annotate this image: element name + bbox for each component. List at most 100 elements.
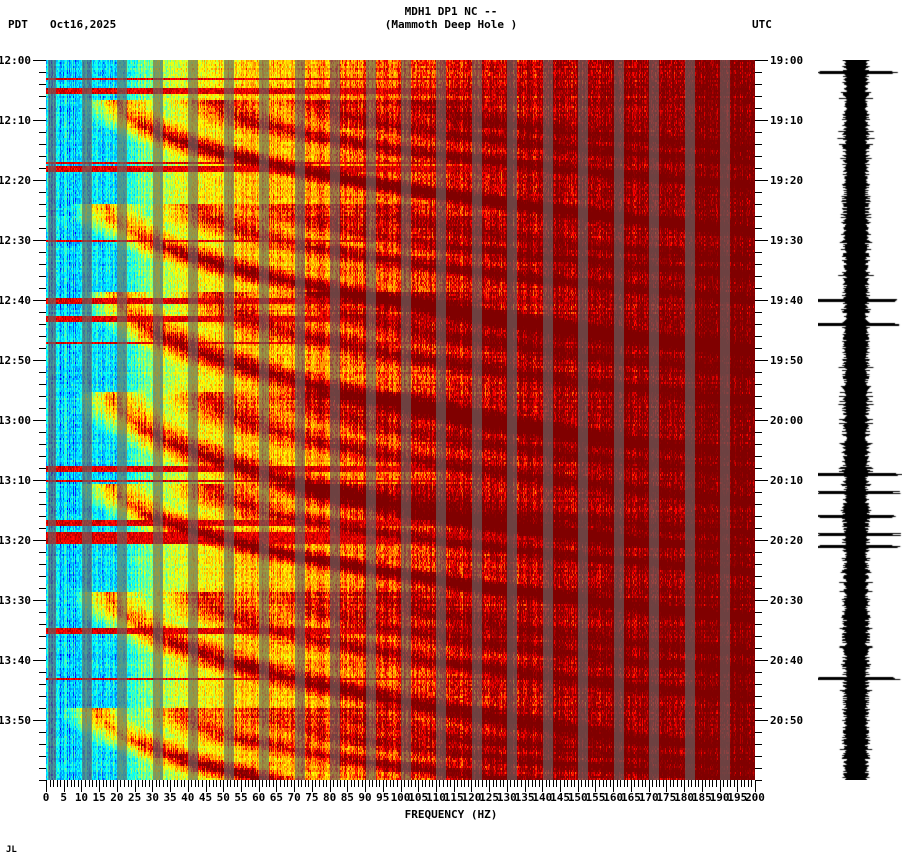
freq-tick-minor	[574, 780, 575, 787]
time-tick-minor	[755, 192, 762, 193]
freq-tick-minor	[230, 780, 231, 787]
time-tick-minor	[39, 672, 46, 673]
freq-tick-minor	[216, 780, 217, 787]
freq-tick-major	[631, 780, 632, 792]
freq-tick-major	[471, 780, 472, 792]
freq-tick-minor	[457, 780, 458, 787]
freq-tick-minor	[592, 780, 593, 787]
freq-tick-major	[702, 780, 703, 792]
freq-tick-label: 30	[145, 791, 159, 804]
freq-tick-major	[365, 780, 366, 792]
freq-tick-minor	[539, 780, 540, 787]
time-tick-minor	[755, 156, 762, 157]
freq-tick-minor	[315, 780, 316, 787]
spectrogram-canvas[interactable]	[46, 60, 755, 780]
time-tick-major	[755, 660, 768, 661]
freq-tick-minor	[564, 780, 565, 787]
freq-tick-minor	[358, 780, 359, 787]
time-label-utc: 19:50	[770, 354, 804, 367]
time-tick-minor	[39, 216, 46, 217]
freq-tick-major	[64, 780, 65, 792]
time-tick-minor	[755, 372, 762, 373]
freq-tick-label: 160	[603, 791, 624, 804]
freq-tick-label: 15	[92, 791, 106, 804]
freq-tick-minor	[248, 780, 249, 787]
time-tick-minor	[755, 624, 762, 625]
freq-tick-label: 145	[550, 791, 570, 804]
time-tick-major	[755, 300, 768, 301]
freq-tick-minor	[425, 780, 426, 787]
time-axis-left: 12:00 12:10 12:20 12:30 12:40 12:50 13:00 13:10…	[0, 54, 46, 781]
time-tick-minor	[39, 624, 46, 625]
freq-tick-minor	[439, 780, 440, 787]
time-tick-minor	[755, 744, 762, 745]
freq-tick-major	[46, 780, 47, 792]
freq-tick-minor	[610, 780, 611, 787]
time-tick-major	[33, 420, 46, 421]
freq-tick-minor	[106, 780, 107, 787]
time-tick-minor	[755, 144, 762, 145]
freq-tick-minor	[110, 780, 111, 787]
time-tick-minor	[39, 204, 46, 205]
freq-tick-minor	[486, 780, 487, 787]
time-tick-minor	[39, 552, 46, 553]
date-label: Oct16,2025	[50, 18, 117, 31]
time-tick-minor	[755, 516, 762, 517]
time-tick-minor	[39, 444, 46, 445]
freq-tick-label: 165	[620, 791, 641, 804]
freq-tick-minor	[96, 780, 97, 787]
time-tick-minor	[39, 132, 46, 133]
time-tick-minor	[755, 636, 762, 637]
time-label-pdt: 12:40	[0, 294, 31, 307]
freq-tick-major	[595, 780, 596, 792]
time-tick-minor	[755, 336, 762, 337]
freq-tick-label: 115	[443, 791, 464, 804]
freq-tick-major	[613, 780, 614, 792]
time-tick-minor	[39, 348, 46, 349]
freq-tick-minor	[517, 780, 518, 787]
freq-tick-minor	[698, 780, 699, 787]
freq-tick-minor	[695, 780, 696, 787]
time-label-pdt: 13:30	[0, 594, 31, 607]
freq-tick-minor	[280, 780, 281, 787]
time-label-utc: 20:50	[770, 714, 804, 727]
freq-tick-minor	[723, 780, 724, 787]
freq-tick-minor	[266, 780, 267, 787]
time-tick-minor	[755, 564, 762, 565]
time-tick-minor	[39, 324, 46, 325]
freq-tick-minor	[549, 780, 550, 787]
freq-tick-major	[755, 780, 756, 792]
freq-tick-minor	[85, 780, 86, 787]
freq-tick-major	[737, 780, 738, 792]
time-tick-minor	[39, 228, 46, 229]
freq-tick-major	[188, 780, 189, 792]
time-tick-minor	[755, 756, 762, 757]
freq-tick-major	[312, 780, 313, 792]
time-tick-minor	[39, 168, 46, 169]
freq-tick-minor	[514, 780, 515, 787]
freq-tick-label: 195	[727, 791, 748, 804]
freq-tick-minor	[464, 780, 465, 787]
freq-tick-minor	[142, 780, 143, 787]
time-tick-minor	[755, 264, 762, 265]
time-tick-minor	[755, 696, 762, 697]
freq-tick-minor	[581, 780, 582, 787]
time-tick-major	[33, 240, 46, 241]
time-tick-major	[755, 420, 768, 421]
time-tick-major	[33, 720, 46, 721]
time-tick-minor	[39, 612, 46, 613]
freq-tick-minor	[159, 780, 160, 787]
time-tick-minor	[755, 276, 762, 277]
time-label-pdt: 13:20	[0, 534, 31, 547]
spectrogram-plot[interactable]	[46, 60, 755, 780]
freq-tick-minor	[681, 780, 682, 787]
freq-tick-minor	[482, 780, 483, 787]
freq-tick-minor	[209, 780, 210, 787]
time-tick-minor	[39, 588, 46, 589]
freq-tick-minor	[553, 780, 554, 787]
timezone-label-right: UTC	[752, 18, 772, 31]
time-tick-minor	[755, 552, 762, 553]
freq-tick-label: 100	[390, 791, 411, 804]
freq-tick-label: 55	[234, 791, 248, 804]
freq-tick-minor	[645, 780, 646, 787]
